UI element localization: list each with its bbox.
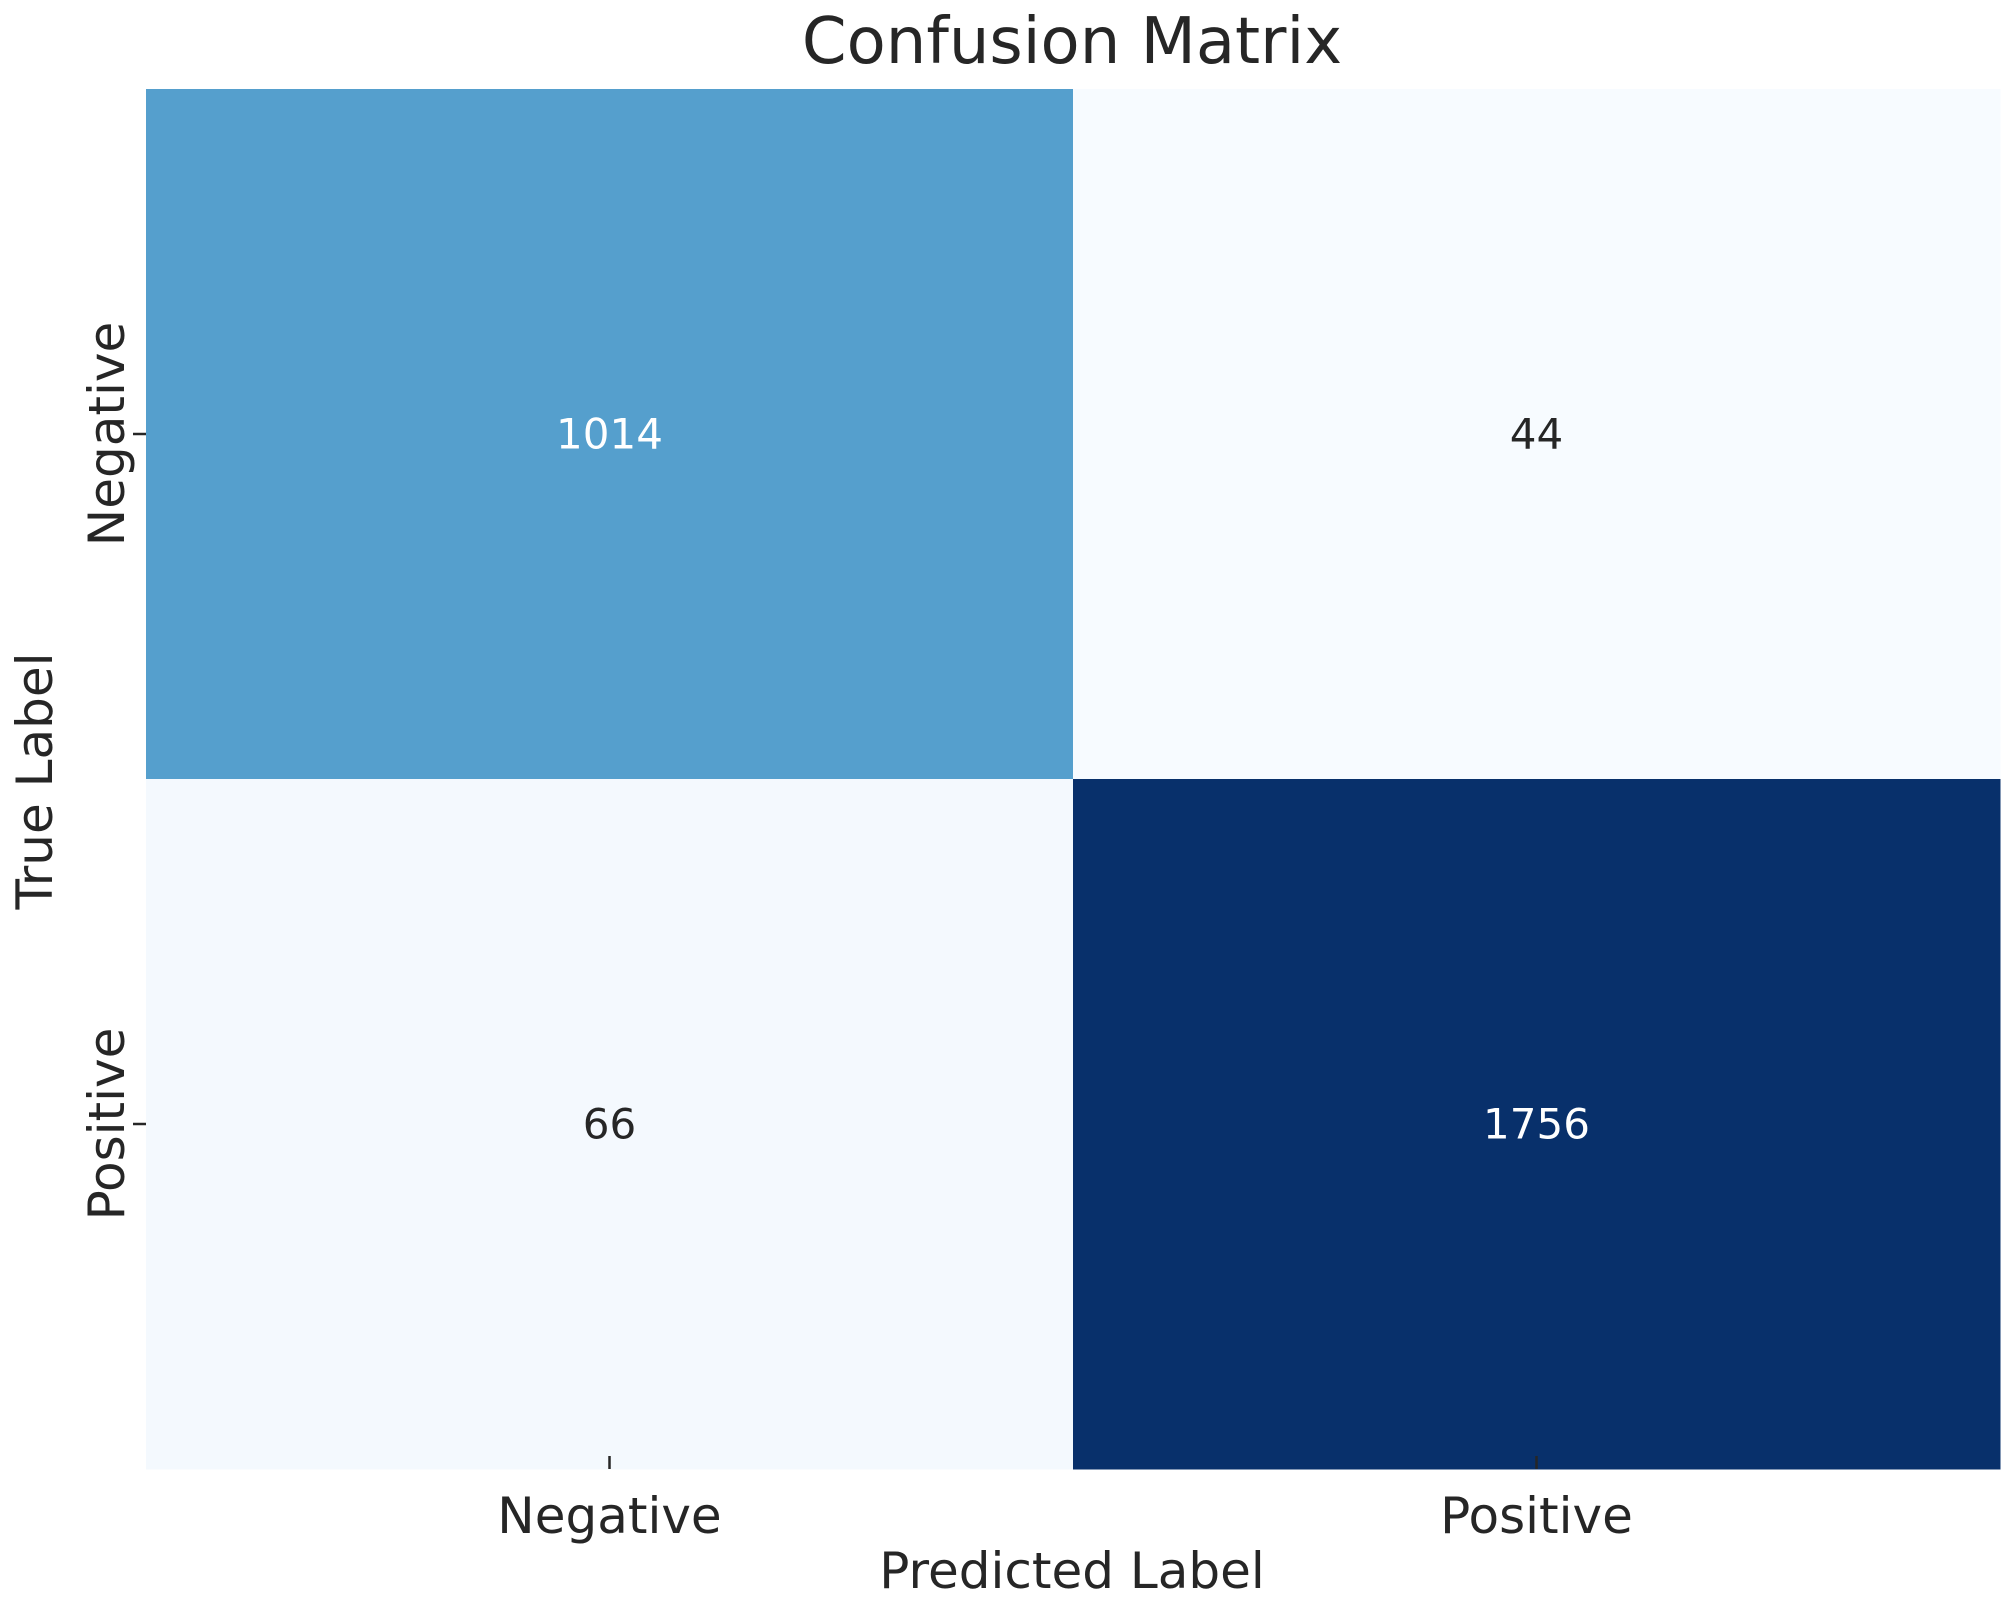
cell-annotations: 1014 44 66 1756	[556, 410, 1590, 1149]
x-tick-label: Positive	[1440, 1487, 1633, 1545]
cell-value-label: 66	[583, 1100, 636, 1149]
cell-value-label: 44	[1510, 410, 1563, 459]
y-axis-ticks: Negative Positive	[78, 322, 146, 1221]
heatmap-cell	[1073, 779, 2001, 1470]
y-tick-label: Negative	[78, 322, 136, 546]
cell-value-label: 1014	[556, 410, 663, 459]
x-axis-label: Predicted Label	[879, 1542, 1265, 1600]
heatmap-cell	[146, 89, 1074, 780]
x-tick-label: Negative	[497, 1487, 721, 1545]
y-axis-label: True Label	[6, 653, 64, 911]
heatmap-cells	[146, 89, 2001, 1470]
cell-value-label: 1756	[1483, 1100, 1590, 1149]
y-tick-label: Positive	[78, 1028, 136, 1221]
heatmap-cell	[1073, 89, 2001, 780]
x-axis-ticks: Negative Positive	[497, 1456, 1633, 1545]
heatmap-cell	[146, 779, 1074, 1470]
chart-title: Confusion Matrix	[802, 5, 1342, 79]
